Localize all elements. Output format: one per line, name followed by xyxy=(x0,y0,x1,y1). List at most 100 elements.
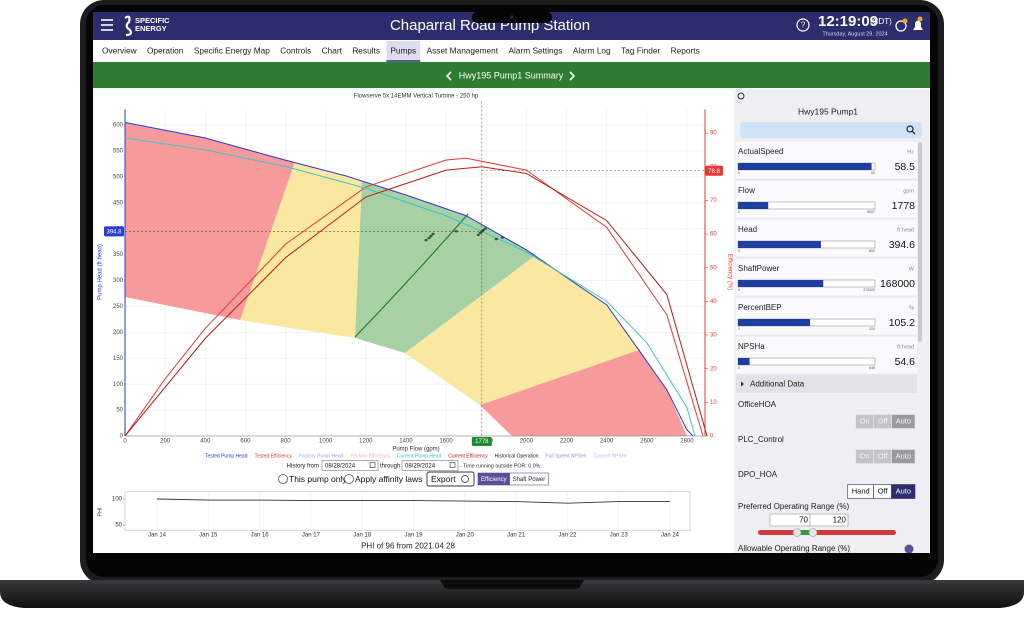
metric-name: Head xyxy=(738,225,757,234)
toggle-button[interactable] xyxy=(509,472,549,486)
y2-tick-label: 60 xyxy=(710,232,717,238)
control-option[interactable]: Auto xyxy=(896,486,911,495)
metric-card xyxy=(736,337,917,374)
y-tick-label: 450 xyxy=(113,200,124,206)
control-option[interactable]: On xyxy=(860,451,870,460)
metric-unit: ft head xyxy=(897,227,914,233)
cursor-y-box xyxy=(104,226,124,237)
nav-tab[interactable]: Alarm Log xyxy=(573,46,611,56)
nav-tab[interactable]: Alarm Settings xyxy=(508,46,562,56)
slider-handle[interactable] xyxy=(808,528,818,537)
control-option[interactable]: On xyxy=(860,416,870,425)
x-tick-label: 1000 xyxy=(319,439,333,445)
additional-data-row[interactable] xyxy=(736,375,917,393)
toggle-label[interactable]: Shaft Power xyxy=(513,477,546,483)
x-axis-label: Pump Flow (gpm) xyxy=(392,447,439,453)
legend-entry[interactable]: Current Pump Head xyxy=(397,453,442,459)
y-tick-label: 350 xyxy=(113,252,124,258)
nav-tab[interactable]: Controls xyxy=(280,46,311,56)
radio[interactable] xyxy=(344,474,354,484)
metric-card xyxy=(736,298,917,335)
radio-label: This pump only xyxy=(289,474,347,484)
legend-entry[interactable]: Factory Pump Head xyxy=(299,453,344,459)
next-arrow[interactable] xyxy=(569,71,576,81)
additional-data: Additional Data xyxy=(750,380,805,389)
nav-tab[interactable]: Asset Management xyxy=(427,46,499,56)
y-tick-label: 600 xyxy=(113,123,124,129)
help-glyph: ? xyxy=(801,21,806,30)
control-button[interactable] xyxy=(891,484,916,499)
clock-timezone: (CDT) xyxy=(870,17,892,26)
metric-min: 0 xyxy=(738,210,740,214)
legend-entry[interactable]: Current Efficiency xyxy=(448,453,488,459)
nav-tab[interactable]: Specific Energy Map xyxy=(194,46,270,56)
range-high: 120 xyxy=(833,516,847,525)
phi-caption: PHI of 96 from 2021.04.28 xyxy=(361,542,455,551)
nav-tab[interactable]: Operation xyxy=(147,46,184,56)
x-tick-label: 2600 xyxy=(640,439,654,445)
calendar-icon xyxy=(449,462,456,468)
nav-tab[interactable]: Pumps xyxy=(390,46,416,56)
radio[interactable] xyxy=(278,474,288,484)
y2-tick-label: 90 xyxy=(710,131,717,137)
metric-name: ActualSpeed xyxy=(738,147,783,156)
legend-entry[interactable]: Historical Operation xyxy=(495,453,539,459)
legend-entry[interactable]: Tested Efficiency xyxy=(255,453,293,459)
range-label: Preferred Operating Range (%) xyxy=(738,502,850,511)
sync-icon[interactable] xyxy=(895,20,907,32)
y-tick-label: 500 xyxy=(113,174,124,180)
date-input[interactable] xyxy=(401,460,459,471)
nav-tab[interactable]: Results xyxy=(352,46,380,56)
range-input[interactable] xyxy=(809,513,849,527)
y2-tick-label: 70 xyxy=(710,198,717,204)
laptop-base xyxy=(0,580,1024,608)
control-option[interactable]: Off xyxy=(878,416,889,425)
metric-min: 0 xyxy=(738,249,740,253)
help-icon[interactable] xyxy=(796,18,810,32)
bell-icon[interactable] xyxy=(913,20,923,31)
legend-entry[interactable]: Full Speed NPSHr xyxy=(546,453,587,459)
nav-tab[interactable]: Overview xyxy=(102,46,138,56)
toggle-label[interactable]: Efficiency xyxy=(481,477,507,483)
metric-max: 645 xyxy=(869,366,875,370)
control-option[interactable]: Auto xyxy=(896,416,911,425)
slider-handle[interactable] xyxy=(792,528,802,537)
series-line xyxy=(124,157,704,437)
control-option[interactable]: Hand xyxy=(852,486,870,495)
metric-value: 58.5 xyxy=(895,161,916,173)
panel-content: ActualSpeed Hz 0 60 58.5 Flow gpm 0 8067 1778 Head… xyxy=(736,142,917,553)
menu-icon[interactable] xyxy=(101,19,113,31)
control-option[interactable]: Off xyxy=(878,486,889,495)
nav-tab[interactable]: Tag Finder xyxy=(621,46,660,56)
metric-max: 60 xyxy=(871,171,875,175)
control-name: OfficeHOA xyxy=(738,400,777,409)
prev-arrow[interactable] xyxy=(445,71,452,81)
calendar-icon xyxy=(369,462,376,468)
legend-entry[interactable]: Tested Pump Head xyxy=(205,453,248,459)
metric-max: 652 xyxy=(869,249,875,253)
historical-point xyxy=(431,232,435,236)
control-option[interactable]: Off xyxy=(878,451,889,460)
scrollbar[interactable] xyxy=(918,142,922,342)
legend-entry[interactable]: Current NPSHr xyxy=(593,453,627,459)
historical-point xyxy=(494,237,498,241)
historical-point xyxy=(483,227,487,230)
logo-icon xyxy=(124,15,132,37)
metric-min: 0 xyxy=(738,171,740,175)
control-button xyxy=(891,449,916,464)
phi-chart: Jan 14 Jan 15 Jan 16 Jan 17 Jan 18 Jan 19 Jan … xyxy=(97,491,691,551)
export-button[interactable] xyxy=(426,471,475,487)
search-box[interactable] xyxy=(740,122,922,138)
metric-bar xyxy=(738,319,811,326)
phi-x-label: Jan 16 xyxy=(251,533,270,539)
phi-x-label: Jan 14 xyxy=(148,533,167,539)
control-option[interactable]: Auto xyxy=(896,451,911,460)
nav-tab[interactable]: Chart xyxy=(322,46,343,56)
nav-tab[interactable]: Reports xyxy=(671,46,700,56)
metric-name: ShaftPower xyxy=(738,264,780,273)
nav-tab-bg[interactable] xyxy=(386,41,421,61)
date-input[interactable] xyxy=(321,460,379,471)
legend-entry[interactable]: Factory Efficiency xyxy=(350,453,390,459)
cursor-x-box xyxy=(471,437,492,446)
